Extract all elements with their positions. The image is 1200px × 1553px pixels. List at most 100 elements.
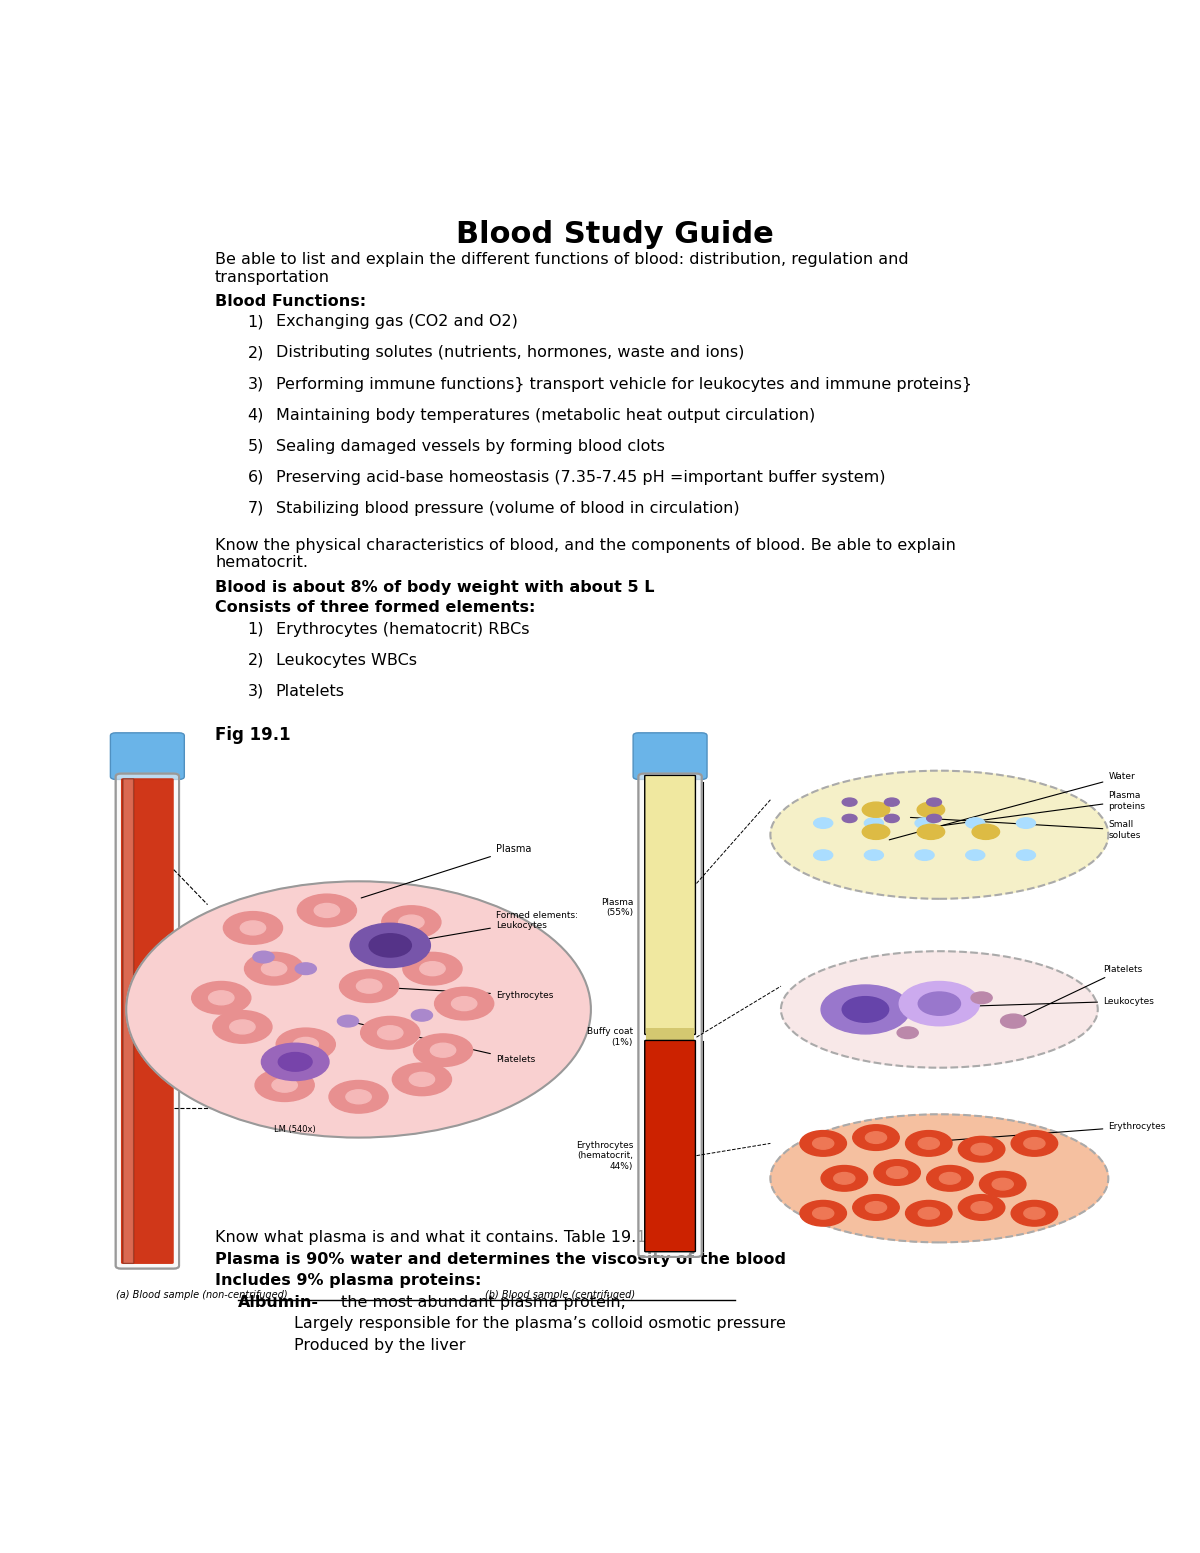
Circle shape — [245, 952, 304, 985]
Circle shape — [223, 912, 282, 944]
Text: (a) Blood sample (non-centrifuged): (a) Blood sample (non-centrifuged) — [115, 1289, 287, 1300]
Circle shape — [192, 981, 251, 1014]
Circle shape — [814, 818, 833, 828]
Circle shape — [800, 1200, 846, 1227]
Text: Platelets: Platelets — [1015, 964, 1142, 1020]
Circle shape — [821, 1165, 868, 1191]
Ellipse shape — [781, 950, 1098, 1068]
Circle shape — [814, 849, 833, 860]
Text: Plasma is 90% water and determines the viscosity of the blood: Plasma is 90% water and determines the v… — [215, 1252, 786, 1267]
Text: Erythrocytes: Erythrocytes — [911, 1121, 1165, 1143]
Circle shape — [431, 1044, 456, 1058]
Circle shape — [409, 1072, 434, 1087]
Circle shape — [434, 988, 493, 1020]
Text: Know the physical characteristics of blood, and the components of blood. Be able: Know the physical characteristics of blo… — [215, 537, 956, 570]
Text: Plasma: Plasma — [361, 845, 532, 898]
Circle shape — [842, 814, 857, 823]
Text: Formed elements:
Leukocytes: Formed elements: Leukocytes — [392, 910, 578, 944]
Text: (b) Blood sample (centrifuged): (b) Blood sample (centrifuged) — [485, 1289, 636, 1300]
Circle shape — [382, 905, 440, 938]
Circle shape — [1024, 1208, 1045, 1219]
FancyBboxPatch shape — [644, 775, 696, 1034]
Text: Plasma
proteins: Plasma proteins — [942, 790, 1145, 826]
Text: Buffy coat
(1%): Buffy coat (1%) — [587, 1028, 634, 1047]
Ellipse shape — [770, 1115, 1109, 1242]
Circle shape — [992, 1179, 1013, 1190]
Circle shape — [293, 1037, 318, 1051]
Circle shape — [262, 1044, 329, 1081]
Circle shape — [853, 1194, 899, 1221]
Text: 5): 5) — [247, 438, 264, 453]
Circle shape — [917, 825, 944, 839]
Text: Blood Functions:: Blood Functions: — [215, 294, 366, 309]
Circle shape — [209, 991, 234, 1005]
Text: 2): 2) — [247, 345, 264, 360]
Text: Largely responsible for the plasma’s colloid osmotic pressure: Largely responsible for the plasma’s col… — [294, 1317, 786, 1331]
Text: Erythrocytes (hematocrit) RBCs: Erythrocytes (hematocrit) RBCs — [276, 621, 529, 637]
Circle shape — [298, 895, 356, 927]
Circle shape — [800, 1131, 846, 1155]
Circle shape — [959, 1194, 1004, 1221]
Circle shape — [350, 922, 431, 968]
Circle shape — [1016, 849, 1036, 860]
Circle shape — [887, 1166, 907, 1179]
Circle shape — [918, 992, 960, 1016]
Circle shape — [864, 818, 883, 828]
Text: Water: Water — [889, 772, 1135, 840]
Circle shape — [863, 801, 889, 817]
Text: Erythrocytes: Erythrocytes — [361, 986, 553, 1000]
Bar — [646, 1028, 695, 1041]
Circle shape — [971, 1143, 992, 1155]
Circle shape — [940, 1173, 960, 1183]
Circle shape — [812, 1208, 834, 1219]
Circle shape — [971, 1202, 992, 1213]
Circle shape — [126, 881, 590, 1137]
Circle shape — [262, 961, 287, 975]
Circle shape — [906, 1131, 952, 1155]
Text: 7): 7) — [247, 502, 264, 516]
Circle shape — [853, 1124, 899, 1151]
Circle shape — [926, 814, 942, 823]
Circle shape — [812, 1137, 834, 1149]
Text: Be able to list and explain the different functions of blood: distribution, regu: Be able to list and explain the differen… — [215, 252, 908, 284]
Circle shape — [865, 1202, 887, 1213]
Circle shape — [821, 985, 910, 1034]
FancyBboxPatch shape — [121, 778, 174, 1264]
Text: Preserving acid-base homeostasis (7.35-7.45 pH =important buffer system): Preserving acid-base homeostasis (7.35-7… — [276, 469, 886, 485]
Circle shape — [272, 1078, 298, 1092]
Circle shape — [979, 1171, 1026, 1197]
Circle shape — [917, 801, 944, 817]
Circle shape — [966, 818, 985, 828]
Circle shape — [918, 1137, 940, 1149]
Text: Stabilizing blood pressure (volume of blood in circulation): Stabilizing blood pressure (volume of bl… — [276, 502, 739, 516]
Circle shape — [253, 950, 274, 963]
Circle shape — [240, 921, 265, 935]
Circle shape — [420, 961, 445, 975]
Text: Plasma
(55%): Plasma (55%) — [601, 898, 634, 916]
Text: Albumin-: Albumin- — [239, 1295, 319, 1309]
Text: 4): 4) — [247, 407, 264, 422]
Circle shape — [926, 1165, 973, 1191]
Circle shape — [329, 1081, 388, 1114]
Circle shape — [378, 1025, 403, 1041]
Text: Leukocytes: Leukocytes — [869, 997, 1154, 1009]
Circle shape — [256, 1068, 314, 1101]
Text: Small
solutes: Small solutes — [911, 817, 1141, 840]
Text: Performing immune functions} transport vehicle for leukocytes and immune protein: Performing immune functions} transport v… — [276, 376, 972, 391]
Circle shape — [212, 1011, 272, 1044]
Text: Leukocytes WBCs: Leukocytes WBCs — [276, 652, 416, 668]
Text: Know what plasma is and what it contains. Table 19.1: Know what plasma is and what it contains… — [215, 1230, 647, 1246]
Circle shape — [966, 849, 985, 860]
Circle shape — [834, 1173, 854, 1183]
Text: 6): 6) — [247, 469, 264, 485]
Circle shape — [1012, 1131, 1057, 1155]
Circle shape — [346, 1090, 371, 1104]
Text: Fig 19.1: Fig 19.1 — [215, 725, 290, 744]
Circle shape — [918, 1208, 940, 1219]
Circle shape — [414, 1034, 473, 1067]
Circle shape — [276, 1028, 335, 1061]
Circle shape — [842, 798, 857, 806]
Text: LM (540x): LM (540x) — [275, 1124, 316, 1134]
Text: Erythrocytes
(hematocrit,
44%): Erythrocytes (hematocrit, 44%) — [576, 1141, 634, 1171]
Circle shape — [864, 849, 883, 860]
